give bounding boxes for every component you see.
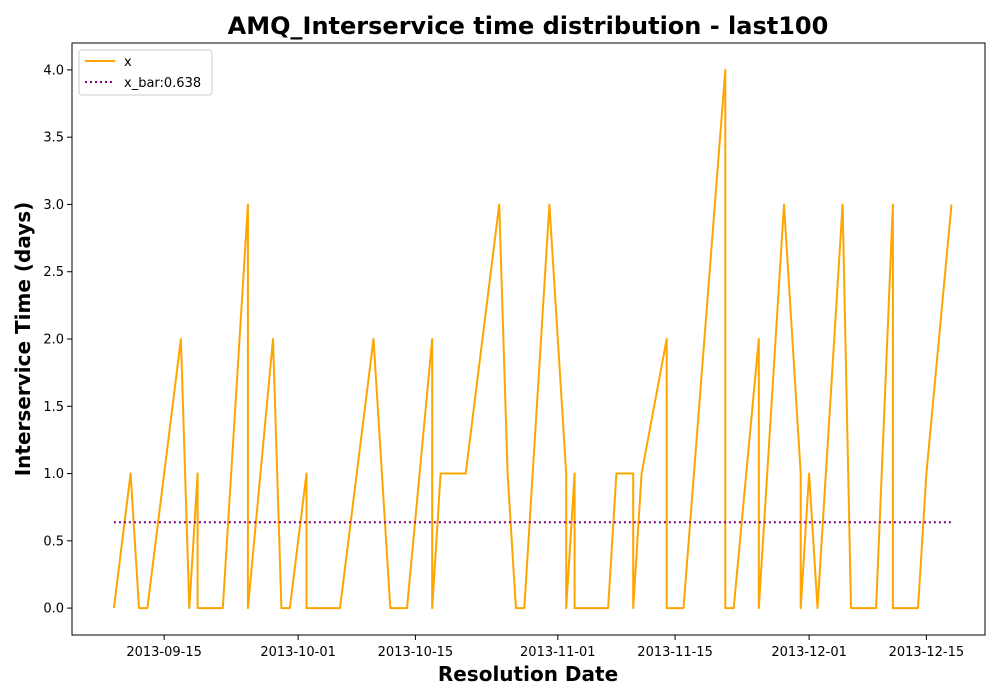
y-tick-label: 1.5 — [43, 400, 64, 415]
x-tick-label: 2013-11-01 — [520, 645, 596, 660]
y-tick-label: 0.5 — [43, 534, 64, 549]
legend-label-xbar: x_bar:0.638 — [124, 76, 201, 91]
x-axis-label: Resolution Date — [438, 662, 618, 686]
chart-title: AMQ_Interservice time distribution - las… — [228, 12, 829, 40]
series-line-x — [112, 68, 953, 610]
y-axis: 0.0 0.5 1.0 1.5 2.0 2.5 3.0 3.5 4.0 — [43, 63, 72, 617]
y-tick-label: 2.0 — [43, 333, 64, 348]
x-tick-label: 2013-11-15 — [637, 645, 713, 660]
y-tick-label: 4.0 — [43, 63, 64, 78]
y-tick-label: 3.0 — [43, 198, 64, 213]
series-layer — [112, 68, 953, 610]
y-tick-label: 2.5 — [43, 265, 64, 280]
x-tick-label: 2013-10-15 — [378, 645, 454, 660]
x-tick-label: 2013-10-01 — [260, 645, 336, 660]
x-tick-label: 2013-12-01 — [771, 645, 847, 660]
x-axis: 2013-09-15 2013-10-01 2013-10-15 2013-11-01… — [126, 635, 964, 660]
legend: x x_bar:0.638 — [78, 49, 213, 96]
x-tick-label: 2013-12-15 — [889, 645, 965, 660]
y-tick-label: 0.0 — [43, 602, 64, 617]
y-tick-label: 3.5 — [43, 131, 64, 146]
y-tick-label: 1.0 — [43, 467, 64, 482]
y-axis-label: Interservice Time (days) — [11, 202, 35, 477]
x-tick-label: 2013-09-15 — [126, 645, 202, 660]
legend-label-x: x — [124, 55, 132, 70]
